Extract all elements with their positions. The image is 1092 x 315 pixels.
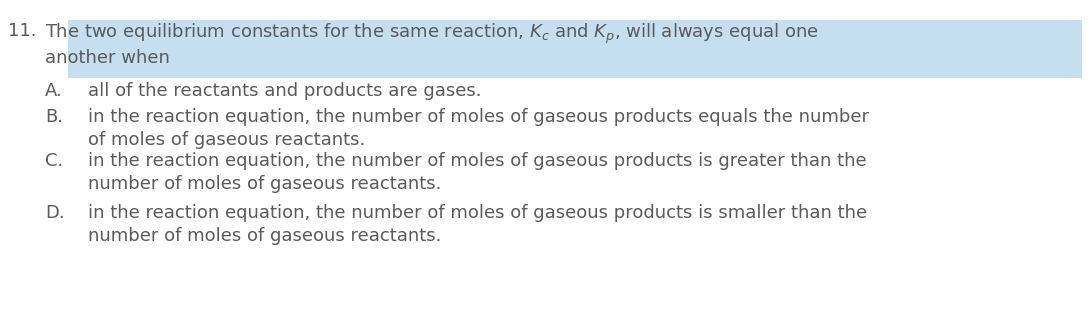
Text: The two equilibrium constants for the same reaction, $K_c$ and $K_p$, will alway: The two equilibrium constants for the sa… [45, 22, 819, 46]
Text: D.: D. [45, 204, 64, 222]
Text: 11.: 11. [8, 22, 36, 40]
Text: number of moles of gaseous reactants.: number of moles of gaseous reactants. [88, 175, 441, 193]
Text: of moles of gaseous reactants.: of moles of gaseous reactants. [88, 131, 365, 149]
Text: number of moles of gaseous reactants.: number of moles of gaseous reactants. [88, 227, 441, 245]
Text: B.: B. [45, 108, 63, 126]
Text: another when: another when [45, 49, 170, 67]
Text: in the reaction equation, the number of moles of gaseous products equals the num: in the reaction equation, the number of … [88, 108, 869, 126]
Text: in the reaction equation, the number of moles of gaseous products is smaller tha: in the reaction equation, the number of … [88, 204, 867, 222]
Text: all of the reactants and products are gases.: all of the reactants and products are ga… [88, 82, 482, 100]
Text: C.: C. [45, 152, 63, 170]
Text: in the reaction equation, the number of moles of gaseous products is greater tha: in the reaction equation, the number of … [88, 152, 867, 170]
Text: A.: A. [45, 82, 62, 100]
